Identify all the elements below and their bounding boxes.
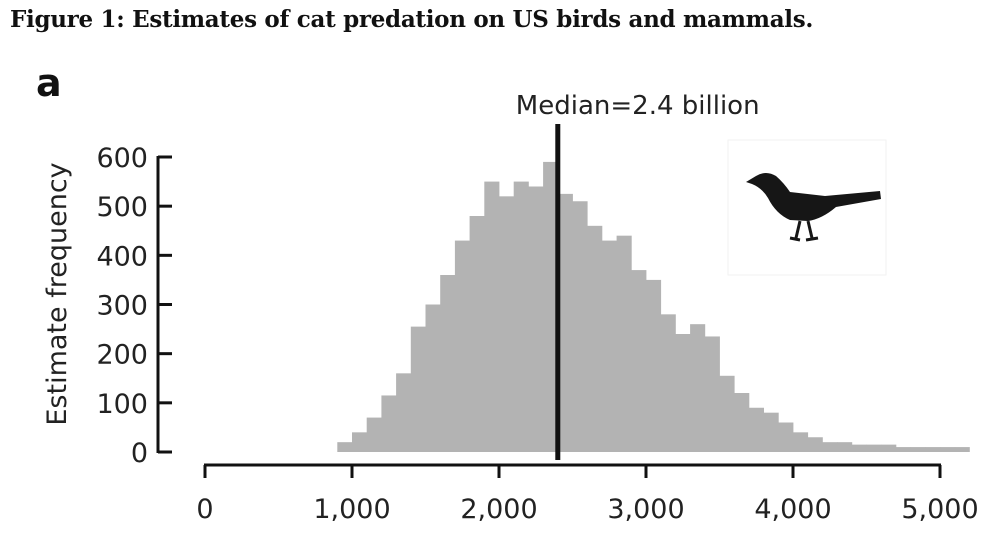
x-tick-label: 2,000: [460, 494, 537, 525]
x-tick-label: 1,000: [313, 494, 390, 525]
histogram-bar: [440, 275, 456, 452]
panel-label: a: [36, 61, 62, 105]
histogram-bar: [396, 373, 412, 452]
histogram-bar: [675, 334, 691, 452]
histogram-bar: [543, 161, 559, 452]
y-tick-label: 600: [96, 143, 148, 174]
histogram-bar: [734, 393, 750, 452]
histogram-bar: [601, 240, 617, 452]
histogram-bar: [646, 279, 662, 452]
histogram-bar: [807, 437, 823, 452]
histogram-bar: [793, 432, 809, 452]
histogram-bar: [616, 235, 632, 452]
histogram-bar: [940, 447, 956, 452]
y-tick-label: 200: [96, 340, 148, 371]
histogram-bar: [366, 417, 382, 452]
histogram-bar: [895, 447, 911, 452]
x-tick-label: 4,000: [754, 494, 831, 525]
histogram-bar: [822, 442, 838, 452]
median-label: Median=2.4 billion: [516, 91, 760, 121]
histogram-bar: [704, 336, 720, 452]
histogram-bar: [528, 186, 544, 452]
x-tick-label: 3,000: [607, 494, 684, 525]
histogram-bar: [925, 447, 941, 452]
histogram-bar: [469, 216, 485, 452]
histogram-bar: [910, 447, 926, 452]
y-tick-label: 400: [96, 241, 148, 272]
histogram-bar: [352, 432, 368, 452]
histogram-bar: [513, 181, 529, 453]
x-tick-label: 0: [196, 494, 213, 525]
histogram-bar: [660, 314, 676, 452]
histogram-bar: [866, 444, 882, 452]
histogram-bar: [454, 240, 470, 452]
y-axis-title: Estimate frequency: [42, 162, 73, 425]
y-tick-label: 100: [96, 389, 148, 420]
bird-silhouette-icon: [727, 139, 887, 276]
histogram-bar: [381, 395, 397, 452]
histogram-bar: [484, 181, 500, 453]
histogram-bar: [719, 375, 735, 452]
histogram-bar: [499, 196, 515, 452]
x-tick-label: 5,000: [901, 494, 978, 525]
y-tick-label: 500: [96, 192, 148, 223]
histogram-bar: [587, 225, 603, 452]
histogram-bar: [557, 193, 573, 452]
figure-caption: Figure 1: Estimates of cat predation on …: [10, 6, 814, 33]
histogram-bar: [954, 447, 970, 452]
histogram-bar: [837, 442, 853, 452]
histogram-bar: [410, 326, 426, 452]
histogram-bar: [851, 444, 867, 452]
histogram-bar: [690, 324, 706, 452]
y-tick-label: 0: [131, 438, 148, 469]
histogram-bar: [748, 407, 764, 452]
histogram-bar: [337, 442, 353, 452]
histogram-bar: [763, 412, 779, 452]
histogram-bar: [778, 422, 794, 452]
histogram-bar: [631, 270, 647, 452]
y-tick-label: 300: [96, 291, 148, 322]
histogram-bar: [881, 444, 897, 452]
histogram-bar: [425, 304, 441, 452]
histogram-bar: [572, 201, 588, 452]
